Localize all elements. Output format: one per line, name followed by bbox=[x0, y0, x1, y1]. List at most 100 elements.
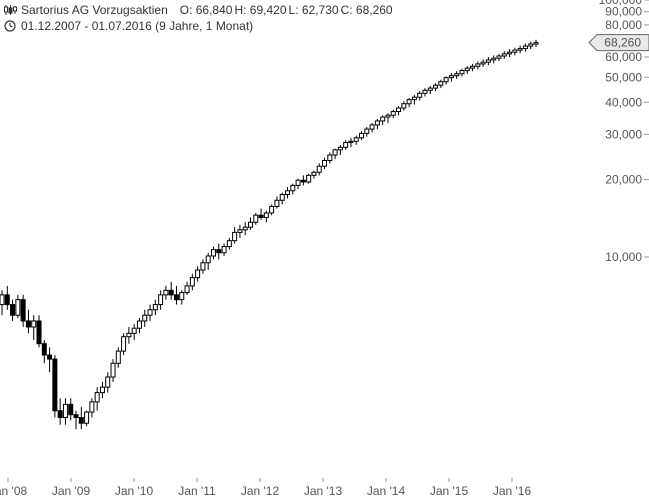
y-tick-label: 60,000 bbox=[605, 50, 642, 64]
candle bbox=[73, 410, 79, 430]
candle bbox=[396, 106, 402, 116]
candle bbox=[517, 45, 523, 54]
candle bbox=[501, 51, 507, 59]
candle bbox=[163, 285, 169, 300]
candle bbox=[332, 148, 338, 160]
candle bbox=[121, 333, 127, 356]
x-tick-label: Jan '15 bbox=[430, 484, 469, 498]
instrument-name: Sartorius AG Vorzugsaktien bbox=[21, 3, 168, 17]
candle bbox=[507, 49, 513, 58]
candle bbox=[300, 175, 306, 186]
period-row: 01.12.2007 - 01.07.2016 (9 Jahre, 1 Mona… bbox=[4, 18, 395, 34]
candle bbox=[47, 347, 53, 373]
candle bbox=[158, 290, 164, 310]
candle bbox=[385, 113, 391, 123]
x-tick-label: Jan '09 bbox=[52, 484, 91, 498]
candle bbox=[380, 115, 386, 125]
candle bbox=[522, 43, 528, 52]
candle bbox=[496, 53, 502, 62]
candle bbox=[99, 381, 105, 399]
candle bbox=[438, 79, 444, 89]
candle bbox=[269, 204, 275, 216]
candle bbox=[528, 41, 534, 50]
x-tick-label: Jan '11 bbox=[178, 484, 216, 498]
candle bbox=[36, 315, 42, 348]
candle bbox=[401, 101, 407, 111]
candle bbox=[306, 173, 312, 184]
open-value: O: 66,840 bbox=[179, 3, 233, 17]
candle bbox=[427, 85, 433, 95]
candle bbox=[475, 61, 481, 70]
candle bbox=[205, 252, 211, 270]
candle bbox=[10, 299, 16, 321]
y-tick-label: 90,000 bbox=[605, 5, 642, 19]
y-tick-label: 30,000 bbox=[605, 127, 642, 141]
candle bbox=[253, 212, 259, 225]
candle bbox=[179, 290, 185, 305]
x-tick-label: Jan '16 bbox=[493, 484, 532, 498]
ohlc-row: Sartorius AG Vorzugsaktien O: 66,840 H: … bbox=[4, 2, 395, 18]
candle bbox=[184, 281, 190, 295]
candle bbox=[115, 347, 121, 368]
candle bbox=[258, 208, 264, 220]
candle bbox=[353, 135, 359, 145]
close-value: C: 68,260 bbox=[340, 3, 393, 17]
candle bbox=[221, 243, 227, 256]
x-tick-label: Jan '12 bbox=[241, 484, 280, 498]
candle bbox=[533, 39, 539, 48]
y-tick-label: 50,000 bbox=[605, 70, 642, 84]
candle bbox=[173, 285, 179, 305]
candle bbox=[68, 398, 74, 421]
candle bbox=[464, 66, 470, 74]
y-tick-label: 80,000 bbox=[605, 18, 642, 32]
x-tick-label: Jan '08 bbox=[0, 484, 27, 498]
candle bbox=[110, 359, 116, 382]
candle bbox=[290, 183, 296, 195]
candle bbox=[242, 222, 248, 236]
candle bbox=[216, 243, 222, 260]
x-tick-label: Jan '14 bbox=[367, 484, 406, 498]
candle bbox=[94, 387, 100, 411]
y-tick-label: 10,000 bbox=[605, 250, 642, 264]
candle bbox=[274, 196, 280, 209]
high-value: H: 69,420 bbox=[234, 3, 287, 17]
candle bbox=[374, 119, 380, 130]
candle bbox=[480, 59, 486, 67]
candle bbox=[485, 57, 491, 66]
candle bbox=[448, 73, 454, 82]
candle bbox=[168, 281, 174, 300]
x-tick-label: Jan '13 bbox=[304, 484, 343, 498]
candle bbox=[142, 309, 148, 327]
candle bbox=[210, 246, 216, 260]
candle bbox=[348, 137, 354, 148]
candle bbox=[470, 63, 476, 72]
candle bbox=[263, 210, 269, 223]
candle bbox=[422, 88, 428, 97]
candle bbox=[454, 71, 460, 80]
candle bbox=[147, 304, 153, 321]
candle bbox=[459, 68, 465, 77]
candle bbox=[433, 83, 439, 92]
x-tick-label: Jan '10 bbox=[115, 484, 154, 498]
candle bbox=[406, 98, 412, 108]
candlestick-icon bbox=[4, 5, 17, 15]
candle bbox=[52, 355, 58, 418]
candle bbox=[41, 340, 47, 364]
candle bbox=[369, 122, 375, 133]
candle bbox=[237, 224, 243, 238]
candle bbox=[285, 187, 291, 199]
candle bbox=[443, 76, 449, 85]
candle bbox=[279, 192, 285, 205]
low-value: L: 62,730 bbox=[288, 3, 339, 17]
candle bbox=[327, 152, 333, 164]
candle bbox=[15, 294, 21, 319]
candle bbox=[359, 131, 365, 141]
candle bbox=[105, 372, 111, 393]
chart-header: Sartorius AG Vorzugsaktien O: 66,840 H: … bbox=[4, 2, 395, 34]
candle bbox=[62, 398, 68, 425]
candle bbox=[195, 266, 201, 282]
candle bbox=[295, 178, 301, 189]
candle bbox=[232, 227, 238, 244]
